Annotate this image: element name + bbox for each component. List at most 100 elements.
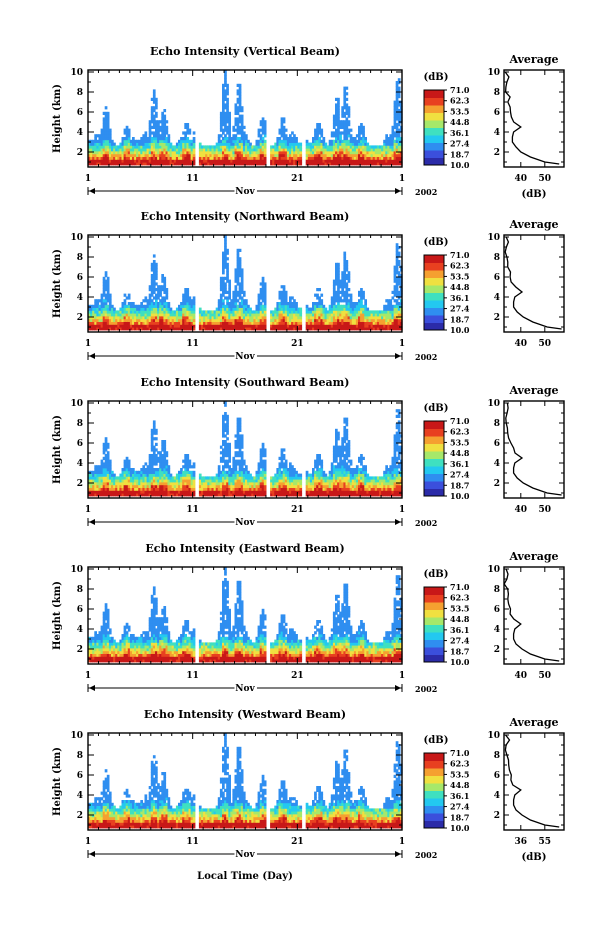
y-tick-label: 2 [77, 479, 83, 489]
x-tick-label: 11 [186, 505, 199, 515]
y-tick-label: 4 [77, 128, 83, 138]
average-x-tick-label: 50 [539, 339, 552, 349]
y-tick-label: 8 [77, 253, 83, 263]
y-tick-label: 4 [77, 459, 83, 469]
average-y-tick-label: 10 [487, 731, 500, 741]
average-y-tick-label: 4 [494, 293, 500, 303]
colorbar-tick-label: 10.0 [450, 325, 470, 335]
panel-northward-beam: Echo Intensity (Northward Beam)1 11 21 1246… [52, 210, 565, 364]
average-y-tick-label: 2 [494, 148, 500, 158]
panel-title: Echo Intensity (Vertical Beam) [150, 45, 340, 58]
month-label: Nov [235, 352, 255, 362]
average-y-tick-label: 6 [494, 439, 500, 449]
average-y-tick-label: 6 [494, 605, 500, 615]
y-axis-ticks [88, 71, 402, 163]
average-y-tick-label: 4 [494, 625, 500, 635]
y-tick-label: 6 [77, 439, 83, 449]
average-y-tick-label: 8 [494, 585, 500, 595]
colorbar-tick-label: 71.0 [450, 250, 470, 260]
x-tick-label: 21 [291, 837, 304, 847]
x-tick-label: 1 [399, 505, 405, 515]
x-axis-label: Local Time (Day) [197, 871, 293, 882]
colorbar-tick-label: 62.3 [450, 96, 470, 106]
colorbar [423, 586, 447, 663]
panel-eastward-beam: Echo Intensity (Eastward Beam)1 11 21 12468… [52, 542, 565, 696]
average-x-tick-label: 36 [515, 837, 528, 847]
average-profile: Average 2 4 6 8 10 36 55 (dB) [487, 716, 565, 863]
panel-vertical-beam: Echo Intensity (Vertical Beam)1 11 21 12468… [52, 45, 565, 200]
x-tick-label: 1 [399, 837, 405, 847]
average-y-tick-label: 2 [494, 645, 500, 655]
y-axis-ticks [88, 734, 402, 826]
y-tick-label: 2 [77, 313, 83, 323]
y-tick-label: 4 [77, 791, 83, 801]
year-label: 2002 [415, 187, 437, 197]
y-tick-label: 8 [77, 585, 83, 595]
y-tick-label: 10 [70, 565, 83, 575]
average-title: Average [508, 550, 558, 563]
panel-title: Echo Intensity (Northward Beam) [141, 210, 350, 223]
average-profile-line [504, 71, 560, 165]
x-axis-ticks [87, 401, 403, 498]
panel-title: Echo Intensity (Westward Beam) [144, 708, 346, 721]
y-tick-label: 2 [77, 645, 83, 655]
y-tick-label: 10 [70, 68, 83, 78]
x-tick-label: 1 [85, 174, 91, 184]
colorbar-unit: (dB) [424, 72, 449, 83]
colorbar-tick-label: 10.0 [450, 823, 470, 833]
colorbar-tick-label: 18.7 [450, 646, 469, 656]
average-y-tick-label: 4 [494, 128, 500, 138]
y-tick-label: 10 [70, 233, 83, 243]
colorbar-tick-label: 27.4 [450, 636, 470, 646]
average-title: Average [508, 53, 558, 66]
colorbar-tick-label: 62.3 [450, 427, 470, 437]
average-x-tick-label: 50 [539, 174, 552, 184]
colorbar-tick-label: 62.3 [450, 261, 470, 271]
x-tick-label: 11 [186, 174, 199, 184]
average-y-tick-label: 2 [494, 811, 500, 821]
colorbar-unit: (dB) [424, 569, 449, 580]
colorbar-tick-label: 18.7 [450, 480, 469, 490]
colorbar-tick-label: 53.5 [450, 271, 469, 281]
x-tick-label: 11 [186, 837, 199, 847]
average-x-label: (dB) [522, 189, 547, 200]
average-x-tick-label: 40 [515, 339, 528, 349]
average-profile-line [504, 236, 562, 330]
average-frame [503, 400, 565, 499]
x-tick-label: 21 [291, 339, 304, 349]
y-tick-label: 6 [77, 605, 83, 615]
x-tick-label: 1 [85, 505, 91, 515]
y-tick-label: 4 [77, 293, 83, 303]
heatmap-cells [88, 566, 403, 663]
colorbar-tick-label: 18.7 [450, 812, 469, 822]
colorbar-tick-label: 44.8 [450, 448, 470, 458]
x-axis-ticks [87, 70, 403, 167]
colorbar-tick-label: 53.5 [450, 437, 469, 447]
average-x-tick-label: 50 [539, 505, 552, 515]
month-label: Nov [235, 187, 255, 197]
average-y-tick-label: 10 [487, 399, 500, 409]
colorbar [423, 752, 447, 829]
colorbar-tick-label: 44.8 [450, 117, 470, 127]
average-frame [503, 234, 565, 333]
y-tick-label: 8 [77, 88, 83, 98]
x-axis-ticks [87, 567, 403, 664]
x-tick-label: 21 [291, 174, 304, 184]
panel-southward-beam: Echo Intensity (Southward Beam)1 11 21 1246… [52, 376, 565, 530]
heatmap-cells [88, 234, 403, 331]
y-axis-ticks [88, 402, 402, 494]
y-tick-label: 2 [77, 811, 83, 821]
colorbar-tick-label: 36.1 [450, 791, 469, 801]
colorbar-tick-label: 18.7 [450, 149, 469, 159]
colorbar-unit: (dB) [424, 237, 449, 248]
colorbar-tick-label: 71.0 [450, 85, 470, 95]
average-profile-line [505, 402, 562, 496]
y-tick-label: 8 [77, 419, 83, 429]
heatmap-cells [88, 69, 403, 166]
average-y-tick-label: 8 [494, 88, 500, 98]
y-tick-label: 8 [77, 751, 83, 761]
average-title: Average [508, 716, 558, 729]
colorbar-tick-label: 53.5 [450, 106, 469, 116]
y-axis-label: Height (km) [52, 249, 63, 318]
x-tick-label: 1 [399, 174, 405, 184]
